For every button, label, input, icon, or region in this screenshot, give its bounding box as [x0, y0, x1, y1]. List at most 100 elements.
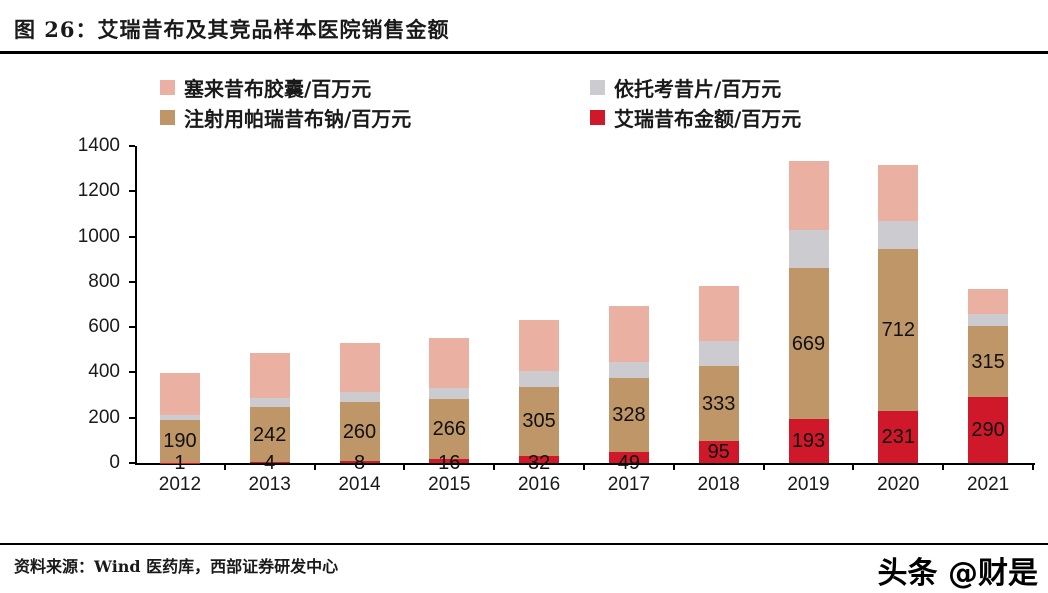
y-tick-label: 1000 — [77, 225, 120, 247]
legend-item-etoricoxib: 依托考昔片/百万元 — [590, 73, 781, 102]
bar-segment-parecoxib-2020 — [878, 249, 919, 411]
bar-2020 — [878, 164, 919, 463]
x-tick-mark — [493, 463, 496, 470]
bar-value-label-parecoxib-2020: 712 — [881, 319, 915, 342]
legend-label-etoricoxib: 依托考昔片/百万元 — [614, 77, 782, 101]
bar-value-label-imrecoxib-2013: 4 — [264, 452, 276, 474]
bar-segment-imrecoxib-2020 — [878, 410, 919, 463]
bar-segment-parecoxib-2018 — [698, 366, 739, 442]
bar-segment-parecoxib-2014 — [339, 402, 380, 462]
x-axis-line — [135, 463, 1035, 465]
y-axis-line — [135, 146, 137, 463]
x-tick-label-2018: 2018 — [697, 474, 740, 495]
y-tick-mark — [129, 416, 135, 419]
bar-value-label-parecoxib-2014: 260 — [342, 420, 377, 443]
legend-item-imrecoxib: 艾瑞昔布金额/百万元 — [590, 103, 801, 132]
bar-segment-imrecoxib-2013 — [249, 462, 290, 463]
bar-value-label-imrecoxib-2021: 290 — [971, 419, 1005, 442]
title-divider — [0, 51, 1048, 54]
bar-segment-celecoxib-2020 — [878, 164, 919, 222]
y-tick-mark — [129, 145, 135, 147]
x-tick-mark — [942, 463, 945, 470]
y-tick-label: 1200 — [77, 180, 120, 202]
y-tick-label: 0 — [109, 452, 120, 473]
bar-value-label-imrecoxib-2012: 1 — [174, 452, 186, 474]
source-note: 资料来源：Wind 医药库，西部证券研发中心 — [14, 557, 339, 576]
x-tick-label-2020: 2020 — [877, 474, 920, 495]
bar-value-label-parecoxib-2013: 242 — [253, 423, 287, 446]
bar-value-label-imrecoxib-2017: 49 — [617, 452, 641, 474]
legend-swatch-etoricoxib — [590, 80, 605, 95]
y-tick-label: 1400 — [77, 135, 120, 156]
bar-segment-celecoxib-2021 — [968, 288, 1009, 314]
bar-segment-celecoxib-2016 — [519, 319, 560, 371]
legend-swatch-parecoxib — [160, 110, 175, 125]
bar-segment-celecoxib-2017 — [608, 306, 649, 362]
bar-segment-parecoxib-2012 — [159, 419, 200, 463]
bar-value-label-parecoxib-2016: 305 — [522, 410, 556, 433]
bar-segment-parecoxib-2016 — [519, 386, 560, 456]
bar-2017 — [608, 306, 649, 463]
bar-value-label-parecoxib-2019: 669 — [791, 332, 826, 355]
bar-segment-etoricoxib-2015 — [429, 387, 470, 400]
bar-segment-imrecoxib-2016 — [519, 455, 560, 463]
bar-value-label-imrecoxib-2014: 8 — [353, 452, 366, 474]
legend-swatch-celecoxib — [160, 80, 175, 95]
y-tick-mark — [129, 280, 135, 283]
x-tick-mark — [403, 463, 406, 470]
bar-value-label-imrecoxib-2018: 95 — [707, 441, 730, 464]
legend-item-parecoxib: 注射用帕瑞昔布钠/百万元 — [160, 103, 411, 132]
x-tick-mark — [583, 463, 585, 470]
bar-value-label-parecoxib-2012: 190 — [163, 430, 197, 453]
legend-label-celecoxib: 塞来昔布胶囊/百万元 — [184, 77, 372, 101]
x-tick-label-2017: 2017 — [607, 474, 651, 495]
bar-segment-imrecoxib-2021 — [968, 397, 1009, 463]
bar-segment-etoricoxib-2018 — [698, 341, 739, 367]
bar-segment-etoricoxib-2020 — [878, 221, 919, 250]
bar-segment-celecoxib-2015 — [429, 338, 470, 388]
bar-segment-celecoxib-2013 — [249, 352, 290, 399]
x-tick-label-2013: 2013 — [248, 474, 291, 495]
bar-segment-etoricoxib-2016 — [519, 370, 560, 387]
bar-segment-imrecoxib-2019 — [788, 419, 829, 463]
bar-segment-etoricoxib-2013 — [249, 398, 290, 408]
bar-segment-parecoxib-2021 — [968, 326, 1009, 398]
y-tick-mark — [129, 235, 135, 238]
legend-swatch-imrecoxib — [590, 110, 605, 125]
x-tick-mark — [1032, 463, 1034, 470]
bar-value-label-parecoxib-2015: 266 — [432, 418, 466, 441]
bar-value-label-parecoxib-2018: 333 — [702, 392, 736, 415]
bar-segment-parecoxib-2015 — [429, 399, 470, 460]
bar-2015 — [429, 338, 470, 463]
bar-2014 — [339, 343, 380, 463]
bar-2012 — [159, 373, 200, 463]
figure-title: 图 26：艾瑞昔布及其竞品样本医院销售金额 — [14, 17, 450, 42]
legend-label-imrecoxib: 艾瑞昔布金额/百万元 — [614, 107, 802, 131]
bar-segment-imrecoxib-2014 — [339, 461, 380, 463]
x-tick-label-2014: 2014 — [338, 474, 381, 495]
bar-value-label-parecoxib-2017: 328 — [612, 403, 646, 426]
y-tick-mark — [129, 462, 135, 464]
y-tick-label: 600 — [88, 316, 120, 338]
bar-value-label-imrecoxib-2020: 231 — [881, 425, 915, 448]
bar-segment-celecoxib-2012 — [159, 373, 200, 416]
bar-segment-parecoxib-2013 — [249, 407, 290, 463]
x-tick-mark — [672, 463, 675, 470]
x-tick-label-2012: 2012 — [158, 474, 202, 495]
bar-segment-celecoxib-2019 — [788, 161, 829, 231]
bar-value-label-imrecoxib-2016: 32 — [527, 452, 551, 474]
bar-segment-etoricoxib-2014 — [339, 392, 380, 403]
x-tick-label-2021: 2021 — [966, 474, 1010, 495]
x-tick-label-2015: 2015 — [428, 474, 471, 495]
x-tick-mark — [313, 463, 316, 470]
y-tick-label: 400 — [88, 361, 120, 383]
legend-label-parecoxib: 注射用帕瑞昔布钠/百万元 — [184, 107, 412, 131]
bar-2013 — [249, 352, 290, 463]
bar-2019 — [788, 161, 829, 463]
bar-segment-parecoxib-2019 — [788, 267, 829, 420]
bar-2016 — [519, 319, 560, 463]
bar-segment-celecoxib-2018 — [698, 285, 739, 342]
bar-segment-etoricoxib-2019 — [788, 230, 829, 268]
bar-value-label-imrecoxib-2015: 16 — [438, 452, 461, 474]
bar-segment-imrecoxib-2017 — [608, 451, 649, 463]
